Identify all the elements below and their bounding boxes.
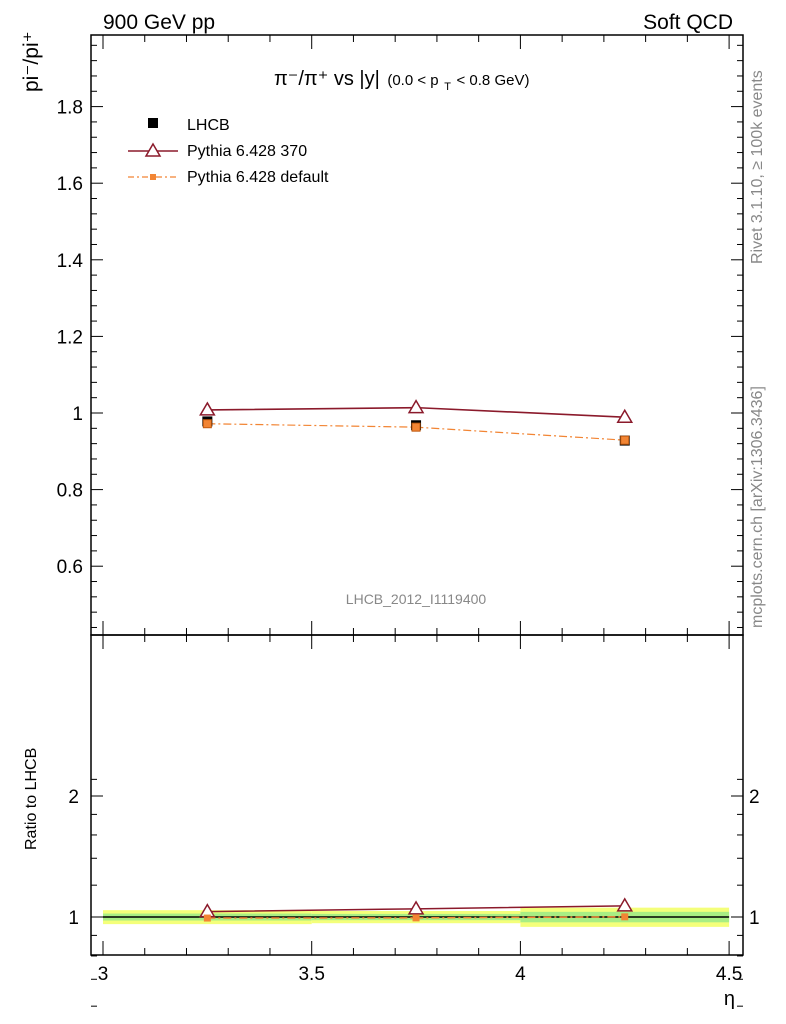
ratio-ylabel: Ratio to LHCB — [23, 748, 40, 850]
main-ylabel: pi⁻/pi⁺ — [20, 31, 43, 92]
legend-label-lhcb: LHCB — [187, 117, 230, 134]
ratio-ytick-label-right: 2 — [749, 787, 760, 808]
pythia-370-point — [616, 408, 634, 423]
xtick-label: 4 — [515, 964, 526, 985]
title-lead: π⁻/π⁺ vs |y| — [274, 68, 380, 90]
ratio-pythia-370-point — [407, 900, 425, 915]
legend-label-pythia-370: Pythia 6.428 370 — [187, 143, 307, 160]
main-ytick-label: 1.6 — [57, 174, 83, 195]
pythia-default-point — [620, 435, 630, 445]
main-title: π⁻/π⁺ vs |y| (0.0 < p T < 0.8 GeV) — [274, 68, 529, 95]
ratio-ytick-label: 2 — [68, 787, 79, 808]
header-right: Soft QCD — [643, 11, 733, 34]
header-left: 900 GeV pp — [103, 11, 215, 34]
analysis-watermark: LHCB_2012_I1119400 — [346, 591, 487, 607]
pythia-default-point — [411, 422, 421, 432]
xtick-label: 3 — [98, 964, 109, 985]
x-axis-label: η — [724, 988, 735, 1010]
main-ytick-label: 0.8 — [57, 481, 83, 502]
ratio-pythia-default-point — [412, 914, 420, 922]
main-ytick-label: 1.4 — [57, 251, 84, 272]
pythia-370-point — [407, 399, 425, 414]
legend: LHCB Pythia 6.428 370 Pythia 6.428 defau… — [128, 117, 329, 186]
legend-label-pythia-default: Pythia 6.428 default — [187, 169, 329, 186]
ratio-frame — [90, 634, 744, 956]
mcplots-label: mcplots.cern.ch [arXiv:1306.3436] — [749, 386, 766, 628]
legend-marker-pythia-370 — [144, 142, 162, 157]
pythia-370-point — [199, 401, 216, 416]
ratio-ytick-label-right: 1 — [749, 908, 760, 929]
xtick-label: 4.5 — [716, 964, 742, 985]
rivet-label: Rivet 3.1.10, ≥ 100k events — [749, 70, 766, 264]
main-ytick-label: 1 — [72, 404, 83, 425]
ratio-ytick-label: 1 — [68, 908, 79, 929]
main-ytick-label: 0.6 — [57, 557, 83, 578]
main-ytick-label: 1.8 — [57, 98, 83, 119]
legend-marker-pythia-default — [150, 174, 156, 180]
ratio-pythia-default-point — [621, 913, 629, 921]
pythia-default-point — [202, 419, 212, 429]
xtick-label: 3.5 — [298, 964, 324, 985]
data-marks — [103, 399, 730, 922]
ratio-pythia-370-point — [616, 897, 634, 912]
legend-marker-lhcb — [148, 118, 158, 128]
title-range-a: (0.0 < p — [387, 72, 438, 89]
title-range-sub: T — [444, 81, 451, 93]
ratio-pythia-default-point — [203, 914, 211, 922]
title-range-b: < 0.8 GeV) — [457, 72, 530, 89]
main-ytick-label: 1.2 — [57, 327, 83, 348]
